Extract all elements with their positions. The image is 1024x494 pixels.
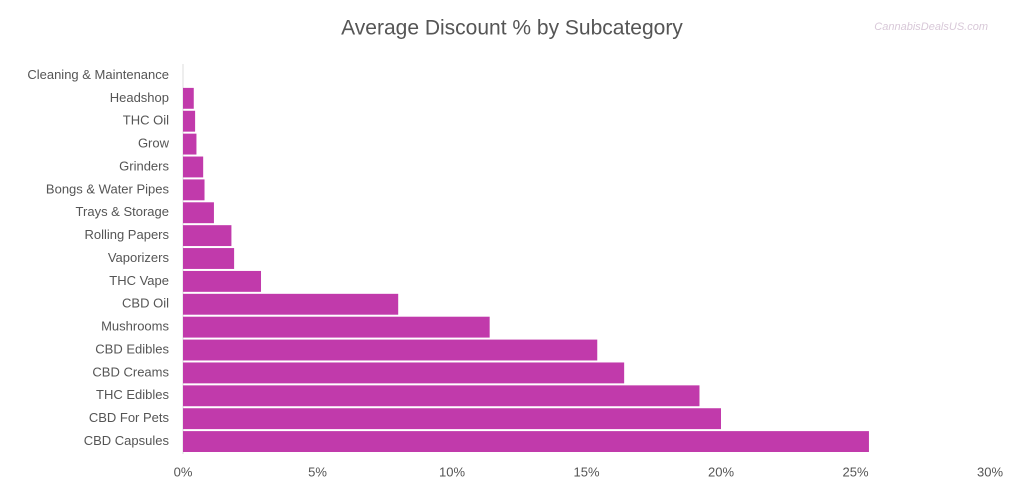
x-tick-label: 5% — [308, 464, 327, 479]
bar — [183, 248, 235, 269]
bar — [183, 362, 625, 384]
y-tick-label: Vaporizers — [108, 250, 170, 265]
bar — [183, 316, 490, 338]
y-tick-label: Grinders — [119, 158, 169, 173]
y-tick-label: CBD Oil — [122, 296, 169, 311]
bar — [183, 339, 598, 361]
y-tick-label: Cleaning & Maintenance — [27, 67, 169, 82]
bar — [183, 431, 869, 452]
y-tick-label: Bongs & Water Pipes — [46, 181, 170, 196]
bar — [183, 408, 721, 430]
x-tick-label: 30% — [977, 464, 1003, 479]
y-tick-label: THC Oil — [123, 113, 169, 128]
bar — [183, 293, 399, 315]
y-tick-label: THC Edibles — [96, 387, 169, 402]
y-tick-label: CBD Capsules — [84, 433, 170, 448]
watermark: CannabisDealsUS.com — [874, 21, 988, 33]
x-tick-label: 15% — [573, 464, 599, 479]
x-tick-label: 10% — [439, 464, 465, 479]
y-tick-label: Rolling Papers — [84, 227, 169, 242]
bar — [183, 385, 700, 407]
y-tick-label: Headshop — [110, 90, 169, 105]
bar — [183, 202, 214, 224]
bar — [183, 133, 197, 155]
bar — [183, 156, 204, 178]
x-tick-label: 0% — [174, 464, 193, 479]
bar — [183, 110, 196, 132]
x-tick-label: 25% — [842, 464, 868, 479]
x-tick-label: 20% — [708, 464, 734, 479]
bar — [183, 270, 262, 292]
y-tick-label: CBD Edibles — [95, 341, 169, 356]
y-tick-label: CBD For Pets — [89, 410, 170, 425]
y-tick-label: THC Vape — [109, 273, 169, 288]
bar — [183, 179, 205, 201]
y-tick-label: CBD Creams — [92, 364, 169, 379]
chart-title: Average Discount % by Subcategory — [341, 17, 683, 40]
bar — [183, 225, 232, 247]
y-tick-label: Grow — [138, 136, 170, 151]
y-tick-label: Trays & Storage — [76, 204, 169, 219]
y-tick-label: Mushrooms — [101, 319, 169, 334]
bar — [183, 87, 194, 109]
